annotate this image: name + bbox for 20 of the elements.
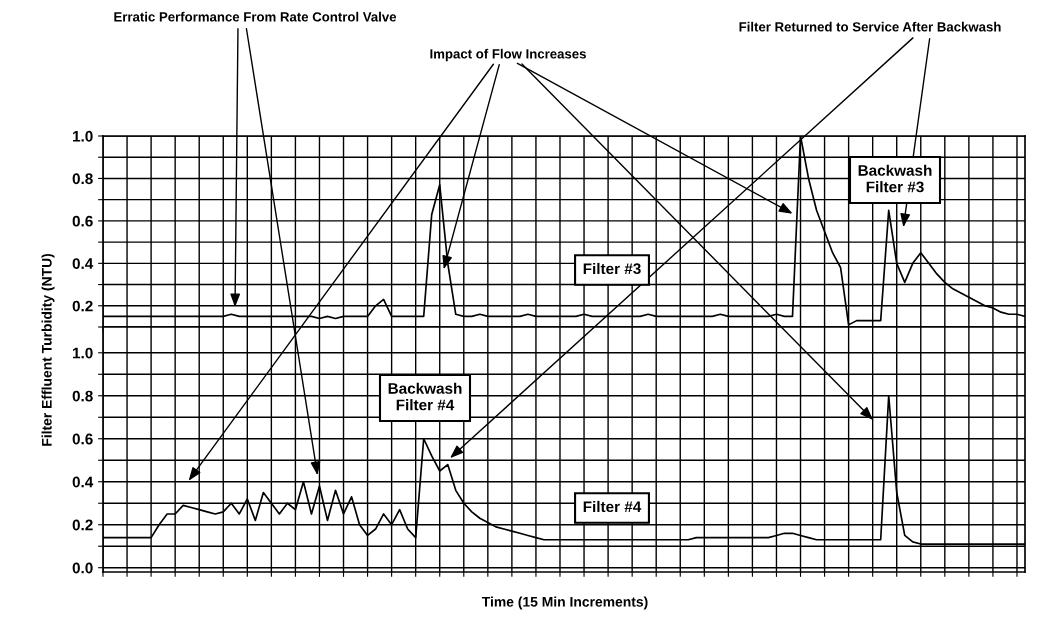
- annotation: Backwash Filter #3: [858, 164, 932, 193]
- y-tick-label: 0.2: [72, 300, 93, 312]
- annotation: Backwash Filter #4: [388, 382, 462, 411]
- y-tick-label: 0.8: [72, 173, 93, 185]
- y-tick-label: 0.6: [72, 433, 93, 445]
- annotation: Filter #3: [583, 262, 641, 275]
- y-tick-label: 0.4: [72, 258, 94, 270]
- x-axis-title: Time (15 Min Increments): [481, 596, 648, 610]
- y-axis-title: Filter Effluent Turbidity (NTU): [41, 253, 55, 446]
- y-tick-label: 0.4: [72, 476, 94, 488]
- y-tick-label: 1.0: [73, 130, 93, 142]
- y-tick-label: 0.0: [72, 562, 93, 574]
- text: Filter Returned to Service After Backwash: [739, 21, 1001, 32]
- y-tick-label: 0.8: [72, 390, 93, 402]
- text: Impact of Flow Increases: [430, 48, 586, 62]
- y-tick-label: 0.6: [72, 215, 93, 227]
- text: Erratic Performance From Rate Control Valve: [114, 11, 397, 22]
- y-tick-label: 1.0: [73, 347, 93, 359]
- y-tick-label: 0.2: [72, 519, 93, 531]
- annotation: Filter #4: [583, 500, 642, 513]
